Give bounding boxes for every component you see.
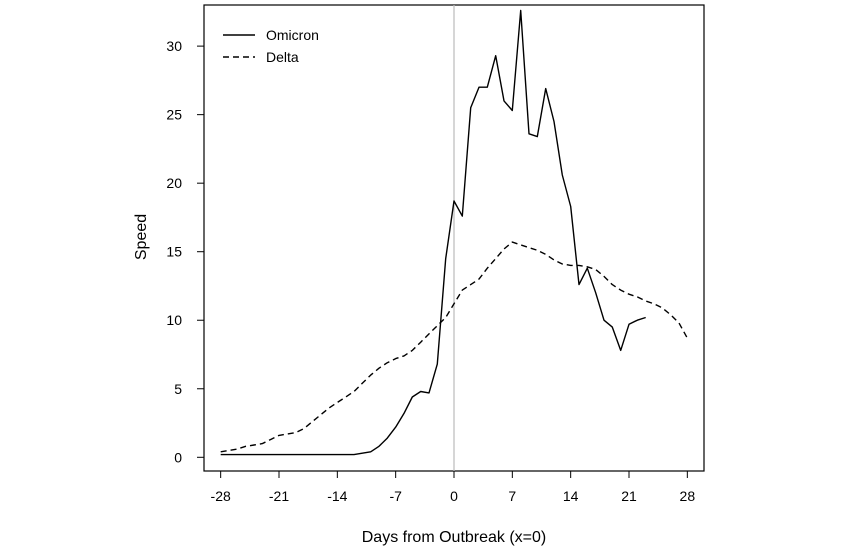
- y-tick-label: 10: [166, 312, 182, 328]
- x-tick-label: -28: [211, 488, 231, 504]
- x-tick-label: 0: [450, 488, 458, 504]
- x-tick-label: -7: [389, 488, 402, 504]
- series-lines: [220, 9, 688, 456]
- legend-label-omicron: Omicron: [266, 27, 319, 43]
- x-axis-title: Days from Outbreak (x=0): [362, 529, 547, 546]
- y-tick-label: 0: [174, 449, 182, 465]
- y-tick-label: 20: [166, 175, 182, 191]
- series-line-omicron: [220, 9, 646, 456]
- x-tick-label: 14: [563, 488, 579, 504]
- x-tick-label: 7: [508, 488, 516, 504]
- y-tick-label: 25: [166, 107, 182, 123]
- y-tick-label: 5: [174, 381, 182, 397]
- y-tick-label: 15: [166, 244, 182, 260]
- y-axis-title: Speed: [133, 214, 150, 260]
- legend: Omicron Delta: [223, 27, 319, 65]
- x-tick-label: -14: [327, 488, 347, 504]
- legend-label-delta: Delta: [266, 49, 299, 65]
- x-tick-label: 21: [621, 488, 637, 504]
- y-axis: 0 5 10 15 20 25 30: [166, 38, 204, 465]
- x-tick-label: -21: [269, 488, 289, 504]
- series-line-delta: [220, 241, 688, 453]
- x-axis: -28 -21 -14 -7 0 7 14 21 28: [211, 471, 696, 504]
- x-tick-label: 28: [680, 488, 696, 504]
- y-tick-label: 30: [166, 38, 182, 54]
